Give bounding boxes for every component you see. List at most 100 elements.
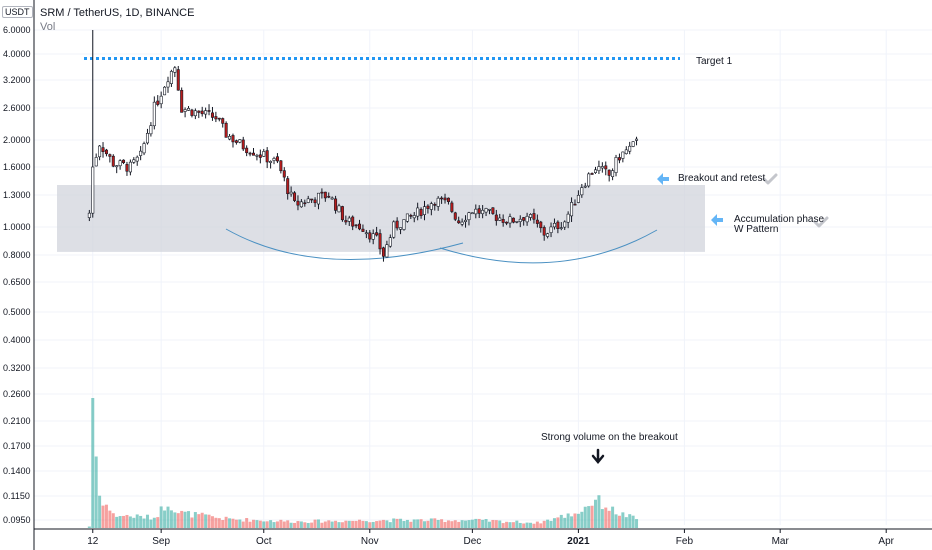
candle-up [593, 169, 597, 173]
candle-down [477, 208, 481, 214]
volume-bar [542, 520, 546, 528]
volume-bar [265, 521, 269, 528]
volume-bar [214, 517, 218, 528]
candle-up [552, 223, 556, 228]
candle-down [248, 152, 252, 155]
candle-down [354, 224, 358, 227]
candle-down [190, 109, 194, 116]
candle-up [330, 197, 334, 200]
candle-up [587, 173, 591, 187]
candle-up [580, 187, 584, 196]
candle-up [159, 95, 163, 105]
candle-down [607, 169, 611, 176]
volume-bar [508, 522, 512, 528]
candle-down [180, 89, 184, 113]
volume-bar [207, 514, 211, 528]
volume-bar [375, 521, 379, 528]
candle-down [395, 220, 399, 229]
candle-down [210, 112, 214, 118]
candle-down [313, 199, 317, 204]
price-tick-label: 1.0000 [3, 222, 31, 232]
price-tick-label: 0.3200 [3, 363, 31, 373]
candle-up [173, 67, 177, 73]
candle-up [118, 160, 122, 167]
price-tick-label: 3.2000 [3, 75, 31, 85]
volume-bar [467, 520, 471, 528]
volume-bar [487, 521, 491, 528]
volume-bar [115, 516, 119, 528]
candle-down [535, 219, 539, 224]
volume-bar [98, 495, 102, 528]
candle-up [299, 201, 303, 208]
volume-bar [289, 522, 293, 528]
candle-down [505, 221, 509, 224]
volume-bar [460, 520, 464, 528]
volume-bar [104, 504, 108, 528]
currency-badge[interactable]: USDT [2, 6, 33, 18]
price-tick-label: 6.0000 [3, 25, 31, 35]
candle-down [217, 117, 221, 120]
candle-down [197, 110, 201, 113]
candle-up [145, 133, 149, 144]
volume-bar [631, 515, 635, 528]
candle-down [176, 69, 180, 91]
candle-down [590, 173, 594, 175]
volume-bar [303, 522, 307, 528]
candle-down [457, 220, 461, 224]
volume-bar [381, 519, 385, 528]
price-tick-label: 0.0950 [3, 515, 31, 525]
price-tick-label: 2.0000 [3, 135, 31, 145]
price-tick-label: 0.2600 [3, 389, 31, 399]
candle-down [361, 228, 365, 232]
candle-down [279, 160, 283, 172]
candle-up [169, 71, 173, 84]
volume-bar [173, 512, 177, 528]
volume-bar [409, 521, 413, 528]
volume-bar [166, 506, 170, 528]
candle-up [272, 158, 276, 161]
candle-down [320, 191, 324, 194]
volume-bar [334, 520, 338, 528]
candle-down [491, 207, 495, 214]
volume-bar [327, 520, 331, 528]
volume-bar [316, 519, 320, 528]
chart-title: SRM / TetherUS, 1D, BINANCE [40, 7, 195, 19]
volume-bar [272, 522, 276, 528]
candle-up [238, 139, 242, 143]
pattern-label: W Pattern [734, 224, 779, 235]
candle-down [501, 219, 505, 223]
volume-bar [111, 513, 115, 528]
candle-up [193, 110, 197, 117]
candle-down [101, 147, 105, 152]
breakout-label: Breakout and retest [678, 173, 766, 184]
accumulation-arrow-icon [711, 214, 723, 226]
price-tick-label: 0.4000 [3, 335, 31, 345]
candle-down [494, 214, 498, 221]
time-tick-label: Oct [256, 536, 272, 547]
candle-up [412, 215, 416, 219]
volume-bar [470, 519, 474, 528]
candle-up [405, 213, 409, 222]
volume-bar [347, 520, 351, 528]
volume-bar [563, 517, 567, 528]
candle-up [467, 212, 471, 221]
candle-up [306, 198, 310, 203]
volume-bar [122, 515, 126, 528]
candle-up [128, 161, 132, 173]
volume-bar [423, 521, 426, 528]
volume-bar [159, 506, 163, 528]
price-tick-label: 1.6000 [3, 162, 31, 172]
volume-bar [635, 519, 639, 528]
volume-bar [204, 514, 208, 528]
volume-bar [464, 520, 468, 528]
time-tick-label: Sep [152, 536, 170, 547]
candle-down [323, 191, 327, 199]
volume-bar [152, 517, 156, 528]
price-tick-label: 0.5000 [3, 307, 31, 317]
volume-bar [210, 516, 214, 528]
candle-up [187, 108, 191, 111]
candle-down [617, 157, 621, 161]
candle-down [224, 122, 228, 138]
volume-bar [101, 505, 105, 528]
